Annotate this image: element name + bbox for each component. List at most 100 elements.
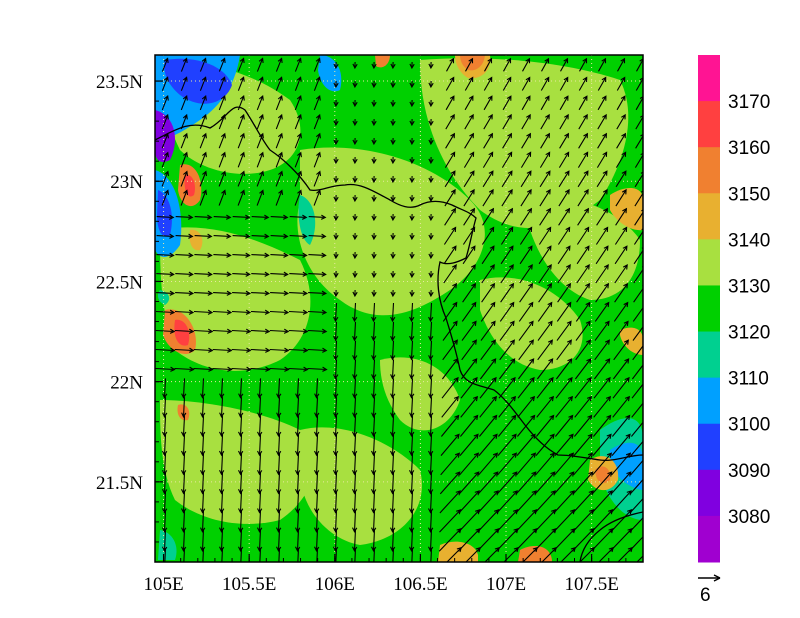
wind-vector <box>500 245 514 265</box>
wind-vector <box>478 414 498 437</box>
wind-vector <box>390 80 396 89</box>
wind-vector <box>256 170 265 187</box>
wind-vector <box>156 271 175 277</box>
wind-vector <box>440 414 460 437</box>
wind-vector <box>611 414 631 437</box>
wind-vector <box>521 132 531 149</box>
wind-vector <box>481 245 495 265</box>
wind-vector <box>371 194 377 203</box>
wind-vector <box>441 395 460 418</box>
wind-vector <box>521 95 531 111</box>
wind-vector <box>314 397 320 418</box>
wind-vector <box>162 434 168 457</box>
wind-vector <box>232 290 252 296</box>
wind-vector <box>428 453 434 476</box>
wind-vector <box>482 188 494 207</box>
wind-vector <box>199 57 207 72</box>
wind-vector <box>256 189 265 206</box>
wind-vector <box>276 472 282 495</box>
wind-vector <box>162 397 168 418</box>
wind-vector <box>459 433 479 456</box>
wind-vector <box>352 194 358 203</box>
contour-region <box>158 530 177 560</box>
wind-vector <box>593 395 612 418</box>
wind-vector <box>390 156 396 165</box>
wind-vector <box>537 339 553 361</box>
wind-vector <box>352 137 358 146</box>
wind-vector <box>352 510 358 533</box>
colorbar-segment <box>698 331 720 379</box>
wind-vector <box>428 416 434 438</box>
y-tick-label: 22.5N <box>96 272 143 293</box>
wind-vector <box>371 270 377 279</box>
wind-vector <box>479 358 497 380</box>
wind-vector <box>595 282 610 303</box>
wind-vector <box>161 57 169 72</box>
wind-vector <box>428 156 434 165</box>
wind-vector <box>333 156 339 165</box>
wind-vector <box>371 510 377 533</box>
wind-vector <box>333 194 339 203</box>
wind-vector <box>539 207 552 226</box>
wind-vector <box>390 251 396 260</box>
wind-vector <box>441 358 459 380</box>
wind-vector <box>308 271 327 277</box>
wind-vector <box>162 491 168 514</box>
wind-vector <box>445 76 455 91</box>
wind-vector <box>577 151 589 168</box>
wind-vector <box>162 510 168 533</box>
wind-vector <box>520 151 532 168</box>
wind-vector <box>615 188 627 207</box>
wind-vector <box>579 57 588 72</box>
wind-vector <box>352 302 358 323</box>
wind-vector <box>538 282 553 303</box>
wind-vector <box>174 309 195 315</box>
wind-vector <box>219 397 225 418</box>
wind-vector <box>502 76 512 91</box>
wind-vector <box>496 471 518 495</box>
wind-vector <box>477 471 499 495</box>
wind-vector <box>501 151 513 168</box>
wind-vector <box>180 151 188 168</box>
wind-vector <box>482 207 495 226</box>
wind-vector <box>257 472 263 495</box>
wind-vector <box>409 302 415 323</box>
wind-vector <box>333 510 339 533</box>
wind-vector <box>237 132 245 149</box>
wind-vector <box>579 546 595 562</box>
wind-vector <box>333 434 339 457</box>
wind-vector <box>539 151 551 168</box>
wind-vector <box>219 472 225 495</box>
wind-vector <box>481 282 496 303</box>
wind-vector <box>443 226 457 245</box>
wind-vector <box>390 232 396 241</box>
wind-vector <box>428 359 434 380</box>
wind-vector <box>371 156 377 165</box>
wind-vector <box>576 282 591 303</box>
wind-vector <box>430 547 433 562</box>
wind-vector <box>575 301 591 322</box>
wind-vector <box>478 433 498 456</box>
wind-vector <box>464 113 474 130</box>
wind-vector <box>409 510 415 533</box>
wind-vector <box>439 509 462 533</box>
contour-region <box>530 197 640 300</box>
wind-vector <box>333 359 339 380</box>
wind-vector <box>409 289 415 298</box>
wind-vector <box>155 328 176 334</box>
wind-vector <box>313 151 321 168</box>
wind-vector <box>333 80 339 89</box>
wind-vector <box>592 414 612 437</box>
wind-vector <box>496 509 519 533</box>
wind-vector <box>240 547 243 562</box>
contour-region <box>300 427 422 545</box>
wind-vector <box>574 376 592 399</box>
wind-vector <box>578 132 588 149</box>
wind-vector <box>390 472 396 495</box>
wind-vector <box>578 76 588 91</box>
wind-vector <box>155 366 176 372</box>
wind-vector <box>232 233 251 239</box>
wind-vector <box>275 189 284 206</box>
wind-vector <box>371 61 377 70</box>
wind-vector <box>462 245 476 265</box>
